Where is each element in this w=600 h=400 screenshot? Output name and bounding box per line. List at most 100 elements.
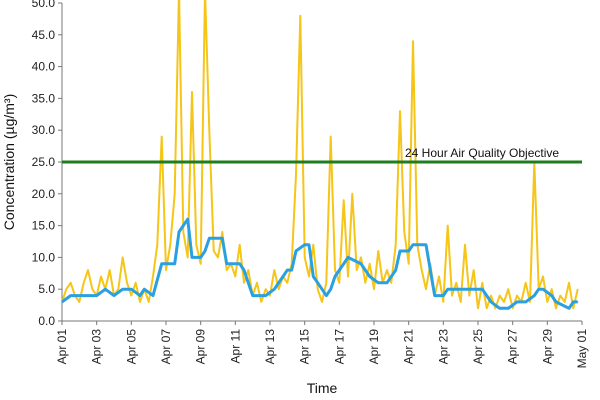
data-point	[295, 174, 297, 176]
data-point	[347, 275, 349, 278]
data-point	[139, 301, 141, 303]
data-point	[208, 237, 210, 239]
data-point	[516, 294, 518, 297]
data-point	[325, 282, 327, 284]
data-point	[551, 288, 553, 290]
data-point	[96, 294, 98, 297]
data-point	[139, 294, 141, 297]
data-point	[390, 282, 392, 284]
data-point	[308, 275, 310, 278]
data-point	[429, 269, 431, 271]
x-tick-label: Apr 05	[124, 329, 138, 365]
data-point	[286, 282, 288, 284]
data-point	[269, 294, 271, 297]
data-point	[273, 269, 275, 271]
data-point	[334, 275, 336, 278]
data-point	[477, 307, 479, 309]
data-point	[434, 294, 436, 297]
data-point	[174, 193, 176, 195]
data-point	[408, 250, 410, 252]
data-point	[499, 294, 501, 297]
data-point	[464, 288, 466, 290]
data-point	[126, 282, 128, 284]
data-point	[191, 256, 193, 258]
data-point	[217, 256, 219, 258]
data-point	[117, 288, 119, 290]
data-point	[161, 263, 163, 265]
data-point	[109, 269, 111, 271]
y-tick-label: 25.0	[32, 155, 56, 169]
data-point	[273, 288, 275, 290]
x-tick-label: Apr 23	[436, 329, 450, 365]
x-tick-label: Apr 19	[367, 329, 381, 365]
data-point	[473, 269, 475, 271]
data-point	[460, 301, 462, 303]
data-point	[538, 288, 540, 290]
data-point	[65, 288, 67, 290]
data-point	[308, 244, 310, 246]
data-point	[325, 294, 327, 297]
data-point	[161, 135, 163, 138]
data-point	[312, 275, 314, 278]
x-tick-label: Apr 15	[298, 329, 312, 365]
data-point	[204, 250, 206, 252]
data-point	[546, 301, 548, 303]
data-point	[200, 263, 202, 265]
data-point	[551, 294, 553, 297]
data-point	[347, 256, 349, 258]
data-point	[447, 288, 449, 290]
data-point	[473, 288, 475, 290]
data-point	[87, 269, 89, 271]
data-point	[265, 294, 267, 297]
data-point	[490, 301, 492, 303]
x-tick-label: Apr 03	[90, 329, 104, 365]
data-point	[122, 256, 124, 258]
data-point	[533, 294, 535, 297]
data-point	[356, 269, 358, 271]
data-point	[499, 307, 501, 309]
data-point	[503, 301, 505, 303]
y-tick-label: 30.0	[32, 123, 56, 137]
data-point	[360, 263, 362, 265]
x-axis-ticks: Apr 01 Apr 03 Apr 05 Apr 07 Apr 09 Apr 11 Apr …	[55, 321, 589, 368]
plot-area: 0.0 5.0 10.0 15.0 20.0 25.0 30.0 35.0 40.0 45.0 50…	[32, 0, 589, 368]
data-point	[572, 301, 574, 303]
data-point	[486, 307, 488, 309]
data-point	[91, 288, 93, 290]
x-axis-title: Time	[307, 380, 338, 396]
data-point	[542, 288, 544, 290]
x-tick-label: Apr 11	[228, 329, 242, 364]
data-point	[330, 135, 332, 138]
data-point	[317, 282, 319, 284]
data-point	[70, 294, 72, 297]
data-point	[221, 231, 223, 233]
x-tick-label: Apr 01	[55, 329, 69, 365]
data-point	[148, 301, 150, 303]
data-point	[312, 244, 314, 246]
data-point	[156, 244, 158, 246]
data-point	[182, 225, 184, 227]
data-point	[113, 294, 115, 297]
data-point	[481, 288, 483, 290]
data-point	[373, 288, 375, 290]
data-point	[525, 301, 527, 303]
data-point	[330, 288, 332, 290]
data-point	[91, 294, 93, 297]
data-point	[564, 301, 566, 303]
data-point	[555, 307, 557, 309]
data-point	[234, 275, 236, 278]
data-point	[525, 282, 527, 284]
data-point	[174, 263, 176, 265]
y-tick-label: 45.0	[32, 28, 56, 42]
x-tick-label: Apr 17	[332, 329, 346, 365]
data-point	[395, 269, 397, 271]
data-point	[468, 294, 470, 297]
data-point	[386, 269, 388, 271]
data-point	[334, 269, 336, 271]
data-point	[572, 307, 574, 309]
data-point	[243, 269, 245, 271]
data-point	[304, 244, 306, 246]
data-point	[412, 40, 414, 42]
data-point	[200, 256, 202, 258]
